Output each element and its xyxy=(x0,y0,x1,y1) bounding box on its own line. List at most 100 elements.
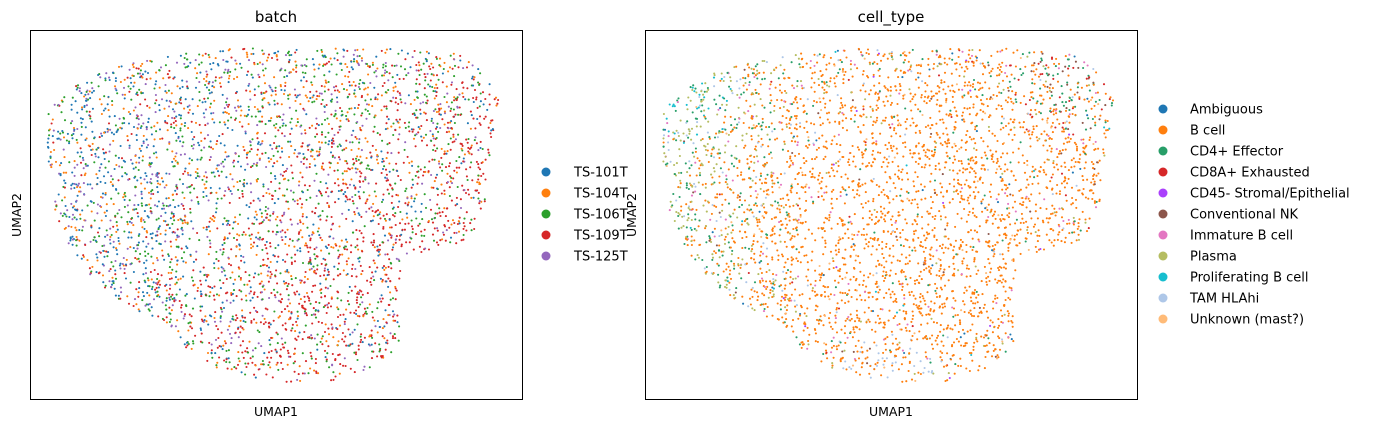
point-immature-b-cell xyxy=(1010,289,1013,292)
point-b-cell xyxy=(811,172,814,176)
points-batch xyxy=(46,47,500,383)
point-ts-101t xyxy=(144,281,147,284)
point-ts-106t xyxy=(114,214,117,217)
point-ts-125t xyxy=(363,365,366,368)
point-ts-104t xyxy=(376,98,379,101)
point-ts-109t xyxy=(269,242,272,245)
point-ts-109t xyxy=(250,321,253,324)
point-b-cell xyxy=(885,260,888,263)
point-ts-109t xyxy=(370,329,373,332)
point-ts-109t xyxy=(258,76,261,79)
point-b-cell xyxy=(825,343,828,346)
point-ts-106t xyxy=(225,360,228,364)
point-ts-104t xyxy=(412,137,416,140)
point-ts-104t xyxy=(350,107,353,110)
point-ts-104t xyxy=(355,137,358,140)
point-plasma xyxy=(849,68,852,71)
point-ts-109t xyxy=(423,73,426,76)
point-b-cell xyxy=(924,256,927,260)
point-ts-125t xyxy=(375,75,378,78)
point-ts-109t xyxy=(382,225,385,229)
point-ts-106t xyxy=(414,90,417,93)
point-ts-101t xyxy=(263,352,266,355)
point-ts-109t xyxy=(222,248,225,251)
point-ts-101t xyxy=(111,71,115,74)
point-b-cell xyxy=(1084,161,1087,164)
point-ts-109t xyxy=(271,376,274,379)
point-ts-104t xyxy=(431,135,435,138)
point-ts-125t xyxy=(222,165,225,168)
point-ts-109t xyxy=(236,327,240,330)
point-ts-101t xyxy=(357,212,360,215)
point-ts-106t xyxy=(215,364,218,367)
point-ts-109t xyxy=(275,147,278,150)
point-ts-109t xyxy=(410,186,413,189)
point-ts-109t xyxy=(266,308,269,311)
point-ts-104t xyxy=(380,94,383,97)
point-plasma xyxy=(728,214,731,217)
point-plasma xyxy=(697,256,700,259)
point-ts-104t xyxy=(318,140,321,144)
point-ts-125t xyxy=(405,252,408,255)
point-ts-106t xyxy=(287,294,290,297)
point-ts-109t xyxy=(315,90,318,93)
point-ts-109t xyxy=(250,319,253,323)
point-ts-104t xyxy=(311,155,314,158)
point-b-cell xyxy=(874,121,877,124)
point-b-cell xyxy=(1069,88,1072,91)
point-ts-106t xyxy=(290,278,293,281)
point-cd4-effector xyxy=(952,315,955,318)
point-ts-104t xyxy=(174,155,177,158)
point-ts-104t xyxy=(158,279,161,282)
point-ts-109t xyxy=(354,285,357,288)
point-ts-125t xyxy=(98,166,102,169)
point-ts-101t xyxy=(353,58,356,61)
point-ts-125t xyxy=(114,87,117,90)
point-cd4-effector xyxy=(779,228,782,231)
point-b-cell xyxy=(944,246,947,249)
point-b-cell xyxy=(851,105,854,108)
point-ts-106t xyxy=(197,200,200,203)
point-ts-109t xyxy=(242,48,245,51)
point-plasma xyxy=(726,183,729,186)
point-ts-109t xyxy=(351,267,354,270)
point-ts-125t xyxy=(82,182,85,185)
point-b-cell xyxy=(835,197,838,200)
point-ts-101t xyxy=(354,167,357,170)
point-ts-104t xyxy=(126,295,129,298)
point-ts-109t xyxy=(324,264,327,267)
point-ts-101t xyxy=(56,137,59,140)
point-ts-106t xyxy=(488,154,491,157)
point-ts-104t xyxy=(126,223,129,226)
point-ts-109t xyxy=(260,120,264,123)
point-ts-109t xyxy=(434,127,438,130)
point-ts-101t xyxy=(142,140,145,143)
point-ts-101t xyxy=(252,52,255,55)
point-ts-106t xyxy=(387,88,390,92)
point-ts-109t xyxy=(203,137,206,140)
point-ts-109t xyxy=(164,121,167,124)
point-ts-109t xyxy=(347,328,350,331)
point-b-cell xyxy=(915,304,918,307)
point-b-cell xyxy=(959,201,962,204)
point-ts-101t xyxy=(90,120,93,123)
point-ts-101t xyxy=(410,128,413,131)
point-ts-104t xyxy=(126,135,129,138)
point-ts-104t xyxy=(127,110,130,114)
point-ts-104t xyxy=(287,310,290,313)
point-ts-109t xyxy=(273,162,276,165)
point-ts-109t xyxy=(297,373,300,376)
point-ts-104t xyxy=(262,97,265,100)
point-ts-101t xyxy=(352,129,355,132)
point-ts-106t xyxy=(261,49,264,52)
point-ts-104t xyxy=(90,210,93,213)
point-ts-104t xyxy=(155,156,158,159)
point-ts-101t xyxy=(345,238,348,241)
point-ts-106t xyxy=(251,355,254,358)
point-b-cell xyxy=(1042,144,1045,147)
point-ts-106t xyxy=(244,320,247,324)
point-ts-109t xyxy=(178,299,181,303)
point-b-cell xyxy=(844,173,847,176)
point-ts-104t xyxy=(147,191,151,194)
point-ts-106t xyxy=(199,305,202,308)
